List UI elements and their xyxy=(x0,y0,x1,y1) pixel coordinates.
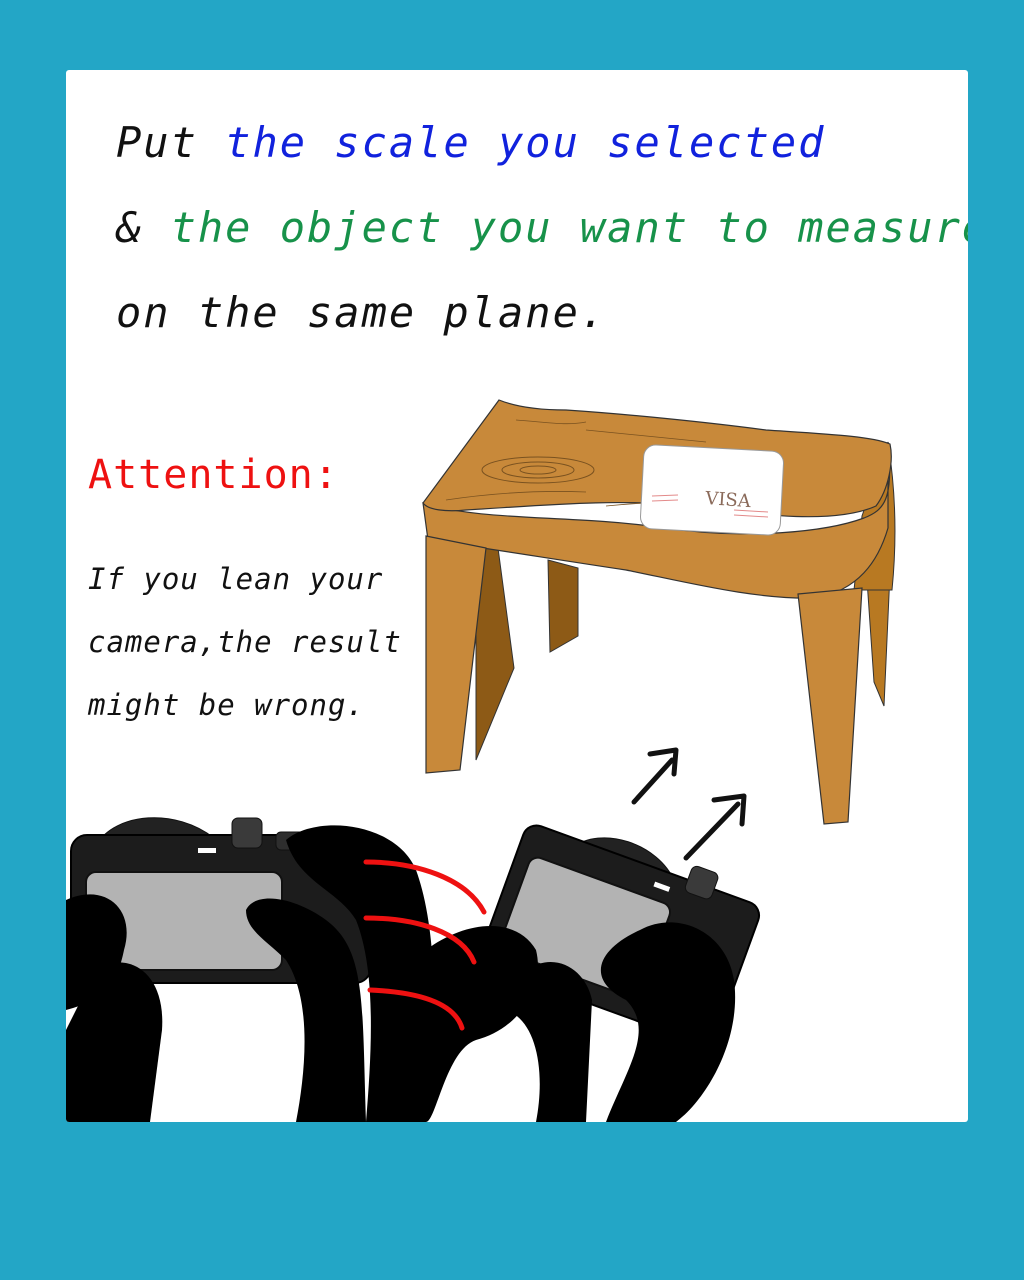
attention-line-2: camera,the result xyxy=(88,625,402,659)
instruction-line-3: on the same plane. xyxy=(116,288,608,337)
attention-message: If you lean your camera,the result might… xyxy=(88,548,428,737)
table-illustration: VISA xyxy=(422,399,896,825)
object-phrase: the object you want to measure xyxy=(170,203,968,252)
attention-line-3: might be wrong. xyxy=(88,688,365,722)
instruction-line-2-prefix: & xyxy=(116,203,171,252)
attention-heading: Attention: xyxy=(88,452,339,498)
attention-line-1: If you lean your xyxy=(88,562,384,596)
illustration: VISA xyxy=(66,399,896,1122)
scale-phrase: the scale you selected xyxy=(225,118,826,167)
tilt-arrows xyxy=(631,747,747,861)
illustration-card: Put the scale you selected & the object … xyxy=(66,70,968,1122)
instruction-line-1: Put the scale you selected xyxy=(116,118,825,167)
instruction-line-1-prefix: Put xyxy=(116,118,226,167)
instruction-line-2: & the object you want to measure xyxy=(116,203,968,252)
cameras-illustration xyxy=(66,817,761,1122)
card-label: VISA xyxy=(704,488,753,512)
